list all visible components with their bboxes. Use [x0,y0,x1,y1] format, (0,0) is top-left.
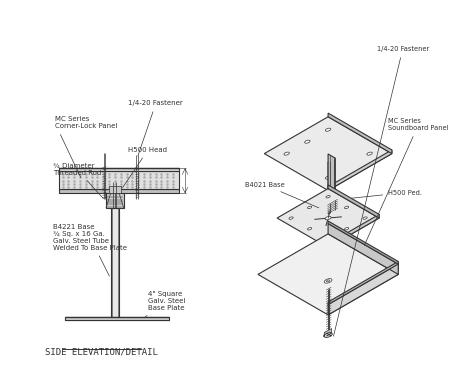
Polygon shape [324,279,332,283]
Polygon shape [328,185,379,218]
Polygon shape [328,224,398,274]
Text: 1/4-20 Fastener: 1/4-20 Fastener [128,100,183,156]
Polygon shape [308,206,312,209]
Polygon shape [284,152,289,155]
Polygon shape [328,154,335,199]
Text: MC Series
Soundboard Panel: MC Series Soundboard Panel [365,118,449,245]
Polygon shape [345,228,349,230]
Polygon shape [345,206,349,209]
Polygon shape [325,128,331,131]
Bar [59,171,179,189]
Bar [110,208,119,317]
Polygon shape [277,189,379,247]
Bar [109,186,121,193]
Polygon shape [328,158,335,203]
Polygon shape [328,264,398,315]
Bar [106,193,124,208]
Text: MC Series
Corner-Lock Panel: MC Series Corner-Lock Panel [55,116,117,177]
Polygon shape [328,150,392,191]
Polygon shape [326,196,330,198]
Polygon shape [329,193,337,209]
Polygon shape [367,152,372,155]
Text: 4" Square
Galv. Steel
Base Plate: 4" Square Galv. Steel Base Plate [145,291,185,317]
Polygon shape [325,216,331,220]
Text: SIDE ELEVATION/DETAIL: SIDE ELEVATION/DETAIL [45,348,158,357]
Text: H500 Ped.: H500 Ped. [351,189,422,198]
Polygon shape [328,198,337,215]
Polygon shape [328,221,398,264]
Polygon shape [321,195,335,203]
Polygon shape [326,280,330,282]
Bar [59,168,179,171]
Polygon shape [264,117,392,191]
Polygon shape [324,329,332,337]
Polygon shape [326,238,330,241]
Polygon shape [258,234,398,315]
Polygon shape [325,176,331,179]
Bar [59,189,179,193]
Polygon shape [328,261,398,305]
Polygon shape [328,113,392,154]
Text: B4021 Base: B4021 Base [245,182,319,208]
Text: H500 Head: H500 Head [123,147,167,187]
Bar [64,317,169,321]
Polygon shape [324,333,332,337]
Polygon shape [289,217,293,219]
Text: ¾ Diameter
Threaded Rod: ¾ Diameter Threaded Rod [53,163,103,199]
Polygon shape [319,204,337,215]
Polygon shape [305,140,310,143]
Text: B4221 Base
¾ Sq. x 16 Ga.
Galv. Steel Tube
Welded To Base Plate: B4221 Base ¾ Sq. x 16 Ga. Galv. Steel Tu… [53,224,127,276]
Text: 1/4-20 Fastener: 1/4-20 Fastener [334,46,429,336]
Polygon shape [363,217,367,219]
Polygon shape [328,214,379,247]
Polygon shape [308,228,312,230]
